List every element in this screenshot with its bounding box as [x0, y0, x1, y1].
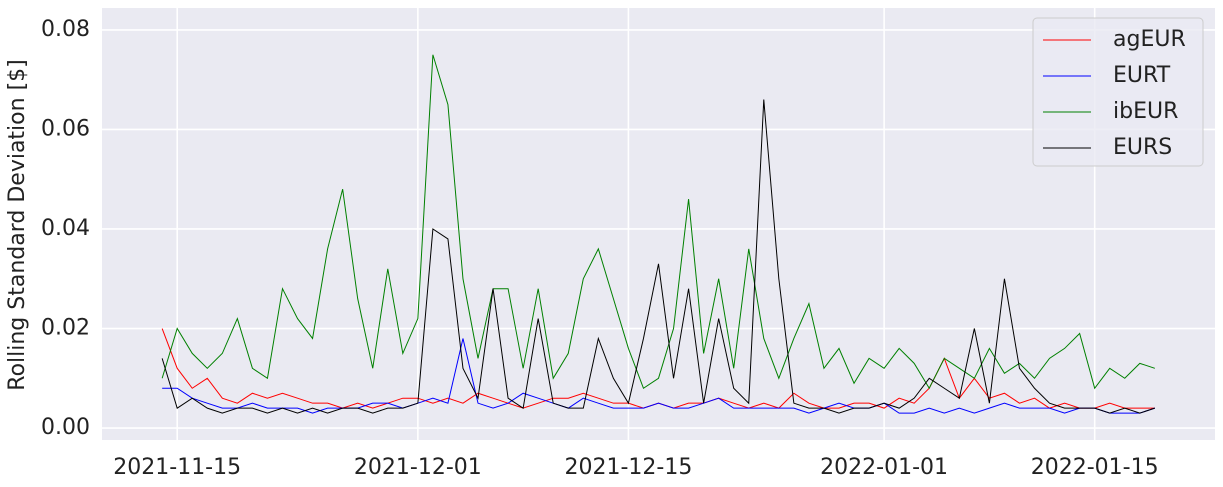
legend-label: EURS: [1113, 135, 1172, 160]
plot-area: [102, 8, 1215, 440]
series-line: [161, 54, 1155, 390]
x-tick-label: 2021-12-01: [354, 455, 482, 480]
y-tick-label: 0.08: [41, 17, 90, 42]
legend-label: agEUR: [1113, 27, 1186, 52]
legend-label: EURT: [1113, 63, 1171, 88]
x-tick-label: 2021-11-15: [113, 455, 241, 480]
legend-box: [1032, 17, 1204, 167]
x-tick-label: 2021-12-15: [564, 455, 692, 480]
legend-label: ibEUR: [1113, 99, 1178, 124]
y-tick-label: 0.04: [41, 216, 90, 241]
grid: [102, 8, 1215, 440]
y-axis-label: Rolling Standard Deviation [$]: [5, 59, 30, 390]
legend: agEUR EURT ibEUR EURS: [1032, 17, 1204, 167]
y-tick-label: 0.00: [41, 415, 90, 440]
series-line: [161, 99, 1155, 414]
series-line: [162, 338, 1155, 414]
y-tick-label: 0.02: [41, 316, 90, 341]
y-tick-label: 0.06: [41, 116, 90, 141]
x-tick-label: 2022-01-15: [1031, 455, 1159, 480]
x-tick-label: 2022-01-01: [820, 455, 948, 480]
